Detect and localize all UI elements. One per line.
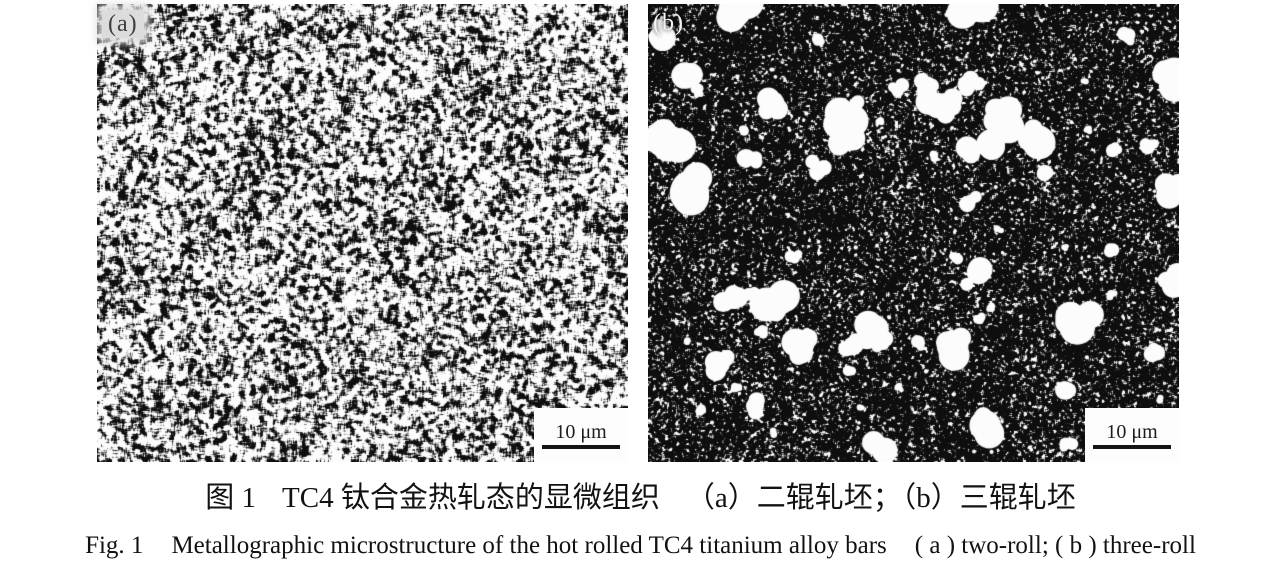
- figure-subitems-en: ( a ) two-roll; ( b ) three-roll: [914, 532, 1196, 559]
- figure-caption-english: Fig. 1 Metallographic microstructure of …: [0, 529, 1281, 563]
- micrograph-panel-b: (b) 10 μm: [648, 4, 1179, 462]
- panel-a-scalebar-label: 10 μm: [555, 421, 607, 443]
- figure-title-en: Metallographic microstructure of the hot…: [171, 532, 887, 559]
- panel-b-label: (b): [653, 10, 684, 36]
- micrograph-a-image: [97, 4, 628, 462]
- panel-b-scalebar-line: [1093, 445, 1171, 449]
- figure-subitems-zh: （a）二辊轧坯；（b）三辊轧坯: [685, 482, 1076, 514]
- figure-number-en: Fig. 1: [85, 532, 144, 559]
- panel-b-scalebar-label: 10 μm: [1106, 421, 1158, 443]
- figure-title-zh: TC4 钛合金热轧态的显微组织: [282, 482, 660, 514]
- panel-a-label: (a): [102, 10, 144, 38]
- micrograph-panel-a: (a) 10 μm: [97, 4, 628, 462]
- figure-number-zh: 图 1: [205, 482, 257, 514]
- micrograph-b-image: [648, 4, 1179, 462]
- panel-a-scalebar: 10 μm: [534, 408, 628, 462]
- panel-a-scalebar-line: [542, 445, 620, 449]
- panel-b-scalebar: 10 μm: [1085, 408, 1179, 462]
- figure-caption-chinese: 图 1 TC4 钛合金热轧态的显微组织 （a）二辊轧坯；（b）三辊轧坯: [0, 479, 1281, 517]
